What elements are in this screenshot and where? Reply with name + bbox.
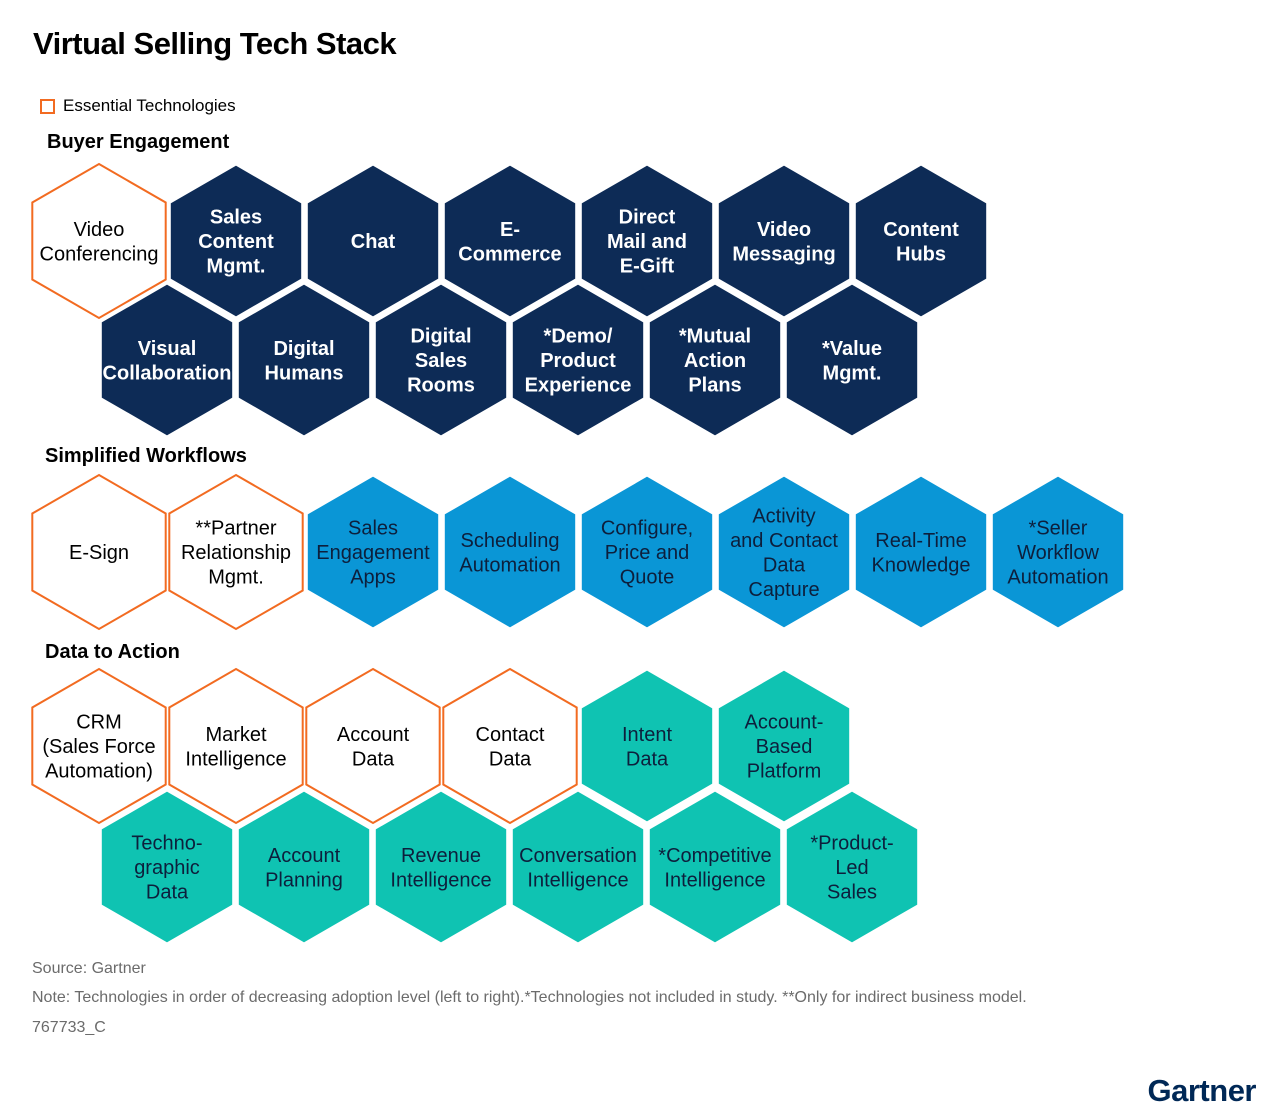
hex-label: Conversation Intelligence bbox=[519, 845, 637, 892]
section-title-data-to-action: Data to Action bbox=[45, 641, 180, 663]
hex-label: Video Conferencing bbox=[40, 219, 159, 265]
hex-sales-engagement-apps: Sales Engagement Apps bbox=[304, 473, 442, 631]
hex-e-sign: E-Sign bbox=[31, 473, 167, 631]
hex-label: Activity and Contact Data Capture bbox=[730, 505, 838, 601]
hex-revenue-intelligence: Revenue Intelligence bbox=[372, 788, 510, 946]
hex-label: *Competitive Intelligence bbox=[658, 845, 771, 892]
hex-label: Chat bbox=[351, 231, 396, 253]
hex-real-time-knowledge: Real-Time Knowledge bbox=[852, 473, 990, 631]
hex-demo-product-experience: *Demo/Product Experience bbox=[509, 281, 647, 439]
hex-intent-data: Intent Data bbox=[578, 667, 716, 825]
hex-visual-collaboration: Visual Collaboration bbox=[98, 281, 236, 439]
hex-digital-sales-rooms: Digital Sales Rooms bbox=[372, 281, 510, 439]
hex-label: *Demo/Product Experience bbox=[525, 326, 632, 397]
hex-e-commerce: E-Commerce bbox=[441, 162, 579, 320]
hex-label: Sales Content Mgmt. bbox=[198, 207, 274, 278]
hex-product-led-sales: *Product-Led Sales bbox=[783, 788, 921, 946]
section-title-buyer-engagement: Buyer Engagement bbox=[47, 131, 230, 153]
hex-label: E-Commerce bbox=[458, 219, 561, 265]
hex-label: Contact Data bbox=[476, 724, 545, 771]
hex-label: Intent Data bbox=[622, 724, 672, 771]
section-title-simplified-workflows: Simplified Workflows bbox=[45, 445, 247, 467]
hex-label: Sales Engagement Apps bbox=[316, 518, 430, 589]
hex-account-planning: Account Planning bbox=[235, 788, 373, 946]
hex-content-hubs: Content Hubs bbox=[852, 162, 990, 320]
hex-label: Content Hubs bbox=[883, 219, 959, 265]
hex-competitive-intelligence: *Competitive Intelligence bbox=[646, 788, 784, 946]
hex-label: Account Planning bbox=[265, 845, 343, 892]
hex-value-mgmt: *Value Mgmt. bbox=[783, 281, 921, 439]
hex-video-conferencing: Video Conferencing bbox=[31, 162, 167, 320]
hex-activity-and-contact-data-capture: Activity and Contact Data Capture bbox=[715, 473, 853, 631]
hex-seller-workflow-automation: *Seller Workflow Automation bbox=[989, 473, 1127, 631]
hex-chat: Chat bbox=[304, 162, 442, 320]
hex-label: Market Intelligence bbox=[185, 724, 286, 771]
hex-label: Direct Mail and E-Gift bbox=[607, 207, 687, 278]
hex-label: Revenue Intelligence bbox=[390, 845, 491, 892]
hex-market-intelligence: Market Intelligence bbox=[168, 667, 304, 825]
hex-conversation-intelligence: Conversation Intelligence bbox=[509, 788, 647, 946]
figure-id: 767733_C bbox=[32, 1019, 106, 1036]
legend-label: Essential Technologies bbox=[63, 96, 236, 115]
hex-crm-sales-force-automation: CRM (Sales Force Automation) bbox=[31, 667, 167, 825]
hex-label: Account Data bbox=[337, 724, 410, 771]
legend: Essential Technologies bbox=[40, 96, 236, 116]
hex-label: Digital Sales Rooms bbox=[407, 326, 475, 397]
hex-label: Configure, Price and Quote bbox=[601, 518, 693, 589]
hex-label: *Value Mgmt. bbox=[822, 338, 882, 385]
hex-video-messaging: Video Messaging bbox=[715, 162, 853, 320]
hex-account-data: Account Data bbox=[305, 667, 441, 825]
hex-account-based-platform: Account-Based Platform bbox=[715, 667, 853, 825]
hex-mutual-action-plans: *Mutual Action Plans bbox=[646, 281, 784, 439]
hex-label: Visual Collaboration bbox=[103, 338, 232, 385]
footnote: Note: Technologies in order of decreasin… bbox=[32, 989, 1027, 1006]
essential-legend-swatch bbox=[40, 98, 55, 114]
hex-label: **Partner Relationship Mgmt. bbox=[181, 518, 291, 589]
hex-contact-data: Contact Data bbox=[442, 667, 578, 825]
hex-direct-mail-and-e-gift: Direct Mail and E-Gift bbox=[578, 162, 716, 320]
page-title: Virtual Selling Tech Stack bbox=[33, 26, 397, 61]
hex-configure-price-and-quote: Configure, Price and Quote bbox=[578, 473, 716, 631]
hex-scheduling-automation: Scheduling Automation bbox=[441, 473, 579, 631]
hex-label: *Product-Led Sales bbox=[810, 833, 893, 904]
hex-techno-graphic-data: Techno-graphic Data bbox=[98, 788, 236, 946]
source-note: Source: Gartner bbox=[32, 960, 146, 977]
hex-label: Techno-graphic Data bbox=[131, 833, 202, 904]
hex-label: *Mutual Action Plans bbox=[679, 326, 751, 397]
gartner-logo: Gartner bbox=[1147, 1073, 1257, 1108]
hex-label: *Seller Workflow Automation bbox=[1007, 518, 1108, 589]
hex-label: Digital Humans bbox=[265, 338, 344, 385]
hex-label: CRM (Sales Force Automation) bbox=[42, 712, 155, 783]
hex-sales-content-mgmt: Sales Content Mgmt. bbox=[167, 162, 305, 320]
hex-digital-humans: Digital Humans bbox=[235, 281, 373, 439]
hex-partner-relationship-mgmt: **Partner Relationship Mgmt. bbox=[168, 473, 304, 631]
hex-label: Account-Based Platform bbox=[745, 712, 824, 783]
hex-label: E-Sign bbox=[69, 542, 129, 564]
hex-label: Real-Time Knowledge bbox=[872, 530, 971, 577]
hex-label: Video Messaging bbox=[732, 219, 835, 265]
hex-label: Scheduling Automation bbox=[459, 530, 560, 577]
